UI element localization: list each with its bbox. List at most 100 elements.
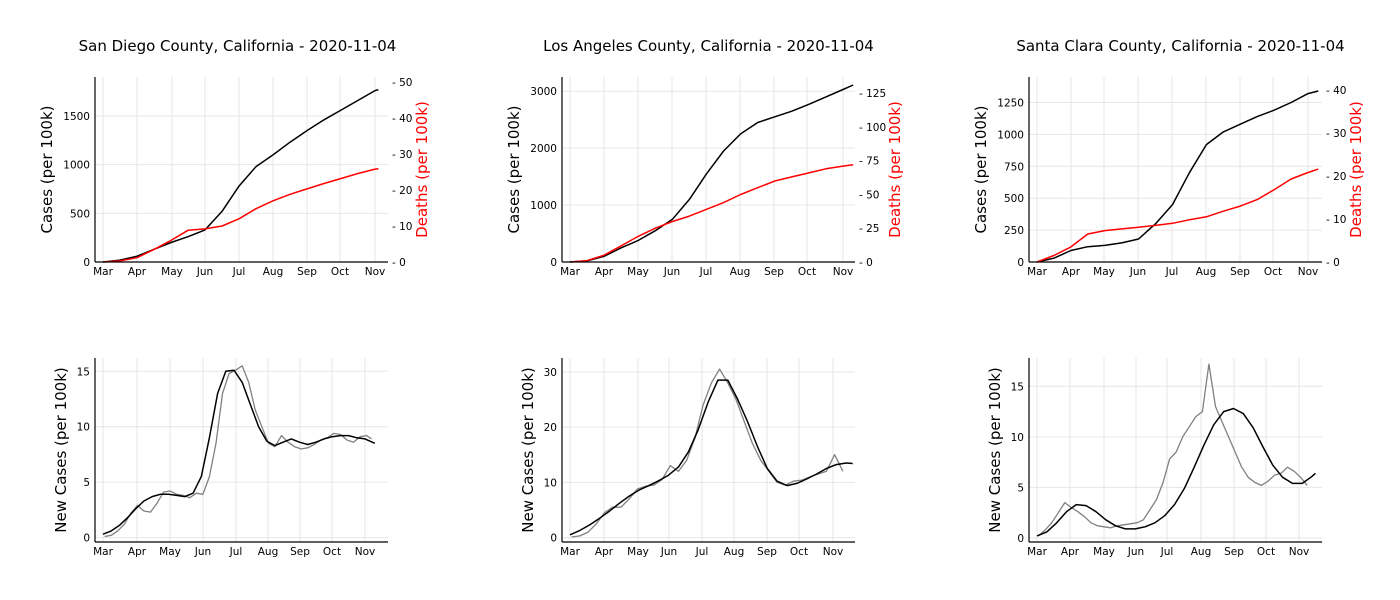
x-tick-label: Aug bbox=[263, 266, 284, 278]
y2-tick-label: - 20 bbox=[392, 185, 413, 197]
series-line-raw bbox=[104, 365, 372, 538]
y-tick-label: 1000 bbox=[530, 200, 557, 212]
y-tick-label: 250 bbox=[1004, 225, 1024, 237]
chart-title: San Diego County, California - 2020-11-0… bbox=[79, 37, 397, 55]
series-line-cases bbox=[1036, 90, 1319, 263]
x-tick-label: Nov bbox=[1298, 266, 1319, 278]
series-line-cases bbox=[569, 84, 854, 263]
x-tick-label: Jun bbox=[1127, 546, 1144, 558]
x-tick-label: Sep bbox=[757, 546, 777, 558]
x-tick-label: Aug bbox=[1196, 266, 1217, 278]
y2-tick-label: - 30 bbox=[392, 149, 413, 161]
y-tick-label: 15 bbox=[1011, 381, 1024, 393]
x-tick-label: Jun bbox=[194, 546, 211, 558]
x-tick-label: Mar bbox=[1027, 546, 1047, 558]
x-tick-label: Mar bbox=[560, 546, 580, 558]
x-tick-label: Jul bbox=[1160, 546, 1174, 558]
y-tick-label: 0 bbox=[550, 533, 557, 545]
x-tick-label: Jun bbox=[196, 266, 213, 278]
x-tick-label: Apr bbox=[1061, 546, 1080, 558]
y2-tick-label: - 0 bbox=[392, 257, 406, 269]
y-tick-label: 0 bbox=[83, 533, 90, 545]
y2-tick-label: - 40 bbox=[1326, 85, 1347, 97]
x-tick-label: Mar bbox=[560, 266, 580, 278]
x-tick-label: May bbox=[1093, 266, 1115, 278]
y-tick-label: 3000 bbox=[530, 86, 557, 98]
x-tick-label: Sep bbox=[764, 266, 784, 278]
y-tick-label: 15 bbox=[77, 366, 90, 378]
x-tick-label: Jun bbox=[1129, 266, 1146, 278]
y-tick-label: 0 bbox=[1017, 257, 1024, 269]
y-tick-label: 2000 bbox=[530, 143, 557, 155]
x-tick-label: Nov bbox=[1289, 546, 1310, 558]
y2-tick-label: - 10 bbox=[1326, 214, 1347, 226]
x-tick-label: Nov bbox=[365, 266, 386, 278]
y-tick-label: 10 bbox=[77, 422, 90, 434]
chart-title: Santa Clara County, California - 2020-11… bbox=[1016, 37, 1344, 55]
x-tick-label: May bbox=[159, 546, 181, 558]
x-tick-label: Apr bbox=[128, 266, 147, 278]
x-tick-label: Jun bbox=[663, 266, 680, 278]
y2-tick-label: - 125 bbox=[859, 88, 886, 100]
x-tick-label: Sep bbox=[297, 266, 317, 278]
y-axis-label: Cases (per 100k) bbox=[972, 106, 990, 234]
y2-tick-label: - 40 bbox=[392, 113, 413, 125]
x-tick-label: Aug bbox=[730, 266, 751, 278]
y-axis-label: New Cases (per 100k) bbox=[52, 367, 70, 532]
series-line-raw bbox=[571, 368, 844, 538]
x-tick-label: Jul bbox=[699, 266, 713, 278]
y-tick-label: 1250 bbox=[997, 98, 1024, 110]
x-tick-label: Aug bbox=[258, 546, 279, 558]
y-tick-label: 0 bbox=[83, 257, 90, 269]
x-tick-label: Jul bbox=[232, 266, 246, 278]
x-tick-label: Sep bbox=[1224, 546, 1244, 558]
y-axis-label: Cases (per 100k) bbox=[505, 106, 523, 234]
x-tick-label: Sep bbox=[1230, 266, 1250, 278]
y-tick-label: 5 bbox=[83, 477, 90, 489]
x-tick-label: May bbox=[627, 266, 649, 278]
y-tick-label: 500 bbox=[70, 208, 90, 220]
x-tick-label: Apr bbox=[595, 266, 614, 278]
series-line-deaths bbox=[569, 164, 854, 263]
y-tick-label: 1000 bbox=[997, 129, 1024, 141]
chart-panel: Mar Apr May Jun Jul Aug Sep Oct Nov 0 250 500 750 100… bbox=[972, 37, 1365, 278]
chart-panel: Mar Apr May Jun Jul Aug Sep Oct Nov 0 10 20 30 New Ca… bbox=[519, 358, 855, 558]
chart-panel: Mar Apr May Jun Jul Aug Sep Oct Nov 0 5 10 15 New Cas… bbox=[986, 358, 1322, 558]
x-tick-label: Nov bbox=[355, 546, 376, 558]
x-tick-label: Jul bbox=[695, 546, 709, 558]
series-line-raw bbox=[1038, 363, 1308, 537]
y2-tick-label: - 10 bbox=[392, 221, 413, 233]
y2-tick-label: - 20 bbox=[1326, 171, 1347, 183]
y2-axis-label: Deaths (per 100k) bbox=[413, 101, 431, 238]
y2-tick-label: - 50 bbox=[392, 77, 413, 89]
y-tick-label: 10 bbox=[1011, 432, 1024, 444]
x-tick-label: Apr bbox=[128, 546, 147, 558]
x-tick-label: Apr bbox=[595, 546, 614, 558]
y-tick-label: 20 bbox=[544, 422, 557, 434]
series-line-deaths bbox=[102, 168, 379, 263]
chart-title: Los Angeles County, California - 2020-11… bbox=[543, 37, 874, 55]
y2-tick-label: - 0 bbox=[859, 257, 873, 269]
series-line-cases bbox=[569, 379, 853, 536]
y2-tick-label: - 30 bbox=[1326, 128, 1347, 140]
x-tick-label: Oct bbox=[331, 266, 349, 278]
y-tick-label: 10 bbox=[544, 477, 557, 489]
y-tick-label: 1000 bbox=[63, 160, 90, 172]
x-tick-label: Aug bbox=[1191, 546, 1212, 558]
chart-panel: Mar Apr May Jun Jul Aug Sep Oct Nov 0 1000 2000 3000… bbox=[505, 37, 904, 278]
y-tick-label: 0 bbox=[550, 257, 557, 269]
x-tick-label: Oct bbox=[1264, 266, 1282, 278]
x-tick-label: Jun bbox=[660, 546, 677, 558]
y-axis-label: Cases (per 100k) bbox=[38, 106, 56, 234]
series-line-cases bbox=[102, 369, 376, 535]
x-tick-label: Jul bbox=[229, 546, 243, 558]
chart-panel: Mar Apr May Jun Jul Aug Sep Oct Nov 0 5 10 15 New Cas… bbox=[52, 358, 388, 558]
x-tick-label: Oct bbox=[798, 266, 816, 278]
x-tick-label: Oct bbox=[1257, 546, 1275, 558]
x-tick-label: Jul bbox=[1165, 266, 1179, 278]
x-tick-label: Oct bbox=[323, 546, 341, 558]
y-axis-label: New Cases (per 100k) bbox=[519, 367, 537, 532]
y-tick-label: 500 bbox=[1004, 193, 1024, 205]
y-tick-label: 750 bbox=[1004, 161, 1024, 173]
